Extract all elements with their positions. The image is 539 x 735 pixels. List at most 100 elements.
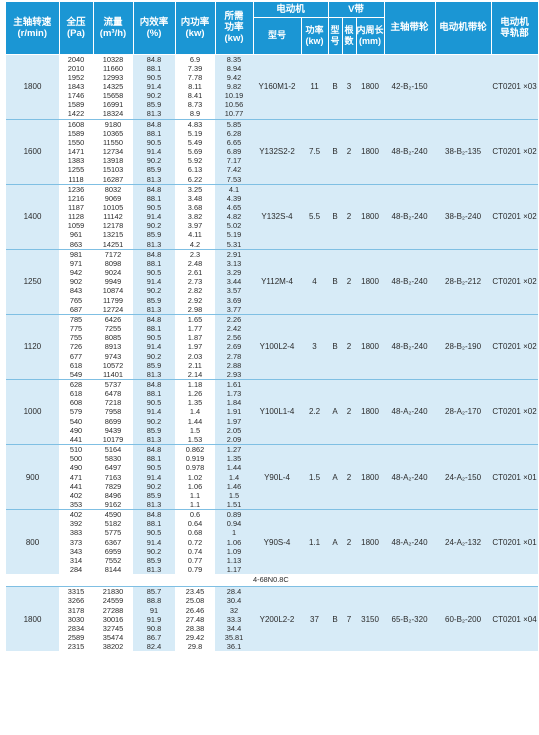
pressure-cell: 500 <box>69 454 83 464</box>
vbelt-count-cell: 3 <box>342 53 357 120</box>
pressure-cell: 618 <box>69 360 83 370</box>
flow-cell: 11550 <box>102 137 123 147</box>
table-row: 1120 785 6426 84.8 1.65 2.26 Y100L2-4 3 B 2 1800 48… <box>6 313 539 380</box>
flow-cell: 15658 <box>102 91 124 101</box>
table-row: 1746 15658 90.2 8.41 10.19 <box>6 91 538 101</box>
motor-power-cell: 1.1 <box>301 509 329 575</box>
vbelt-type-cell: A <box>328 444 343 510</box>
main-pulley-cell: 48-B₂-240 <box>384 248 436 315</box>
table-row: 3030 30016 91.9 27.48 33.3 <box>6 614 538 624</box>
vbelt-length-cell: 1800 <box>356 444 385 510</box>
inner-power-cell: 23.45 <box>175 586 215 597</box>
flow-cell: 8144 <box>104 565 122 575</box>
pressure-cell: 402 <box>69 490 83 500</box>
flow-cell: 9162 <box>104 500 122 509</box>
required-power-cell: 2.56 <box>215 333 253 343</box>
section-separator-row: 4-68N0.8C <box>6 574 539 587</box>
pressure-cell: 2589 <box>67 633 85 643</box>
inner-efficiency-cell: 86.7 <box>133 633 175 643</box>
pressure-cell: 284 <box>69 565 83 575</box>
flow-cell: 8098 <box>104 258 122 268</box>
motor-rail-cell: CT0201 ×02 <box>491 248 539 315</box>
pressure-cell: 755 <box>69 333 83 343</box>
table-row: 3178 27288 91 26.46 32 <box>6 605 538 615</box>
table-row: 1000 628 5737 84.8 1.18 1.61 Y100L1-4 2.2 A 2 1800… <box>6 378 539 445</box>
inner-power-cell: 8.41 <box>187 91 203 101</box>
main-pulley-cell: 48-B₂-240 <box>384 313 436 380</box>
inner-power-cell: 1.87 <box>187 333 203 343</box>
pressure-cell: 373 <box>69 537 83 547</box>
flow-cell: 16991 <box>102 100 124 110</box>
inner-power-cell: 1.06 <box>187 481 203 491</box>
required-power-cell: 1.91 <box>215 407 253 417</box>
motor-rail-cell: CT0201 ×02 <box>491 183 539 250</box>
inner-power-cell: 2.92 <box>187 295 203 305</box>
flow-cell: 6959 <box>104 546 122 556</box>
header-vbelt-count: 根 数 <box>342 17 357 55</box>
required-power-cell: 9.42 <box>215 72 253 82</box>
inner-power-cell: 0.64 <box>187 519 203 529</box>
inner-efficiency-cell: 90.5 <box>133 463 175 473</box>
inner-power-cell: 1.1 <box>189 490 201 500</box>
vbelt-count-cell: 2 <box>342 509 357 575</box>
vbelt-length-cell: 1800 <box>356 248 385 315</box>
pressure-cell: 1608 <box>59 118 93 129</box>
vbelt-type-cell: B <box>328 313 343 380</box>
pressure-cell: 1383 <box>67 156 85 166</box>
inner-efficiency-cell: 88.1 <box>133 258 175 269</box>
pressure-cell: 1216 <box>67 193 85 203</box>
table-row: 1255 15103 85.9 6.13 7.42 <box>6 165 538 175</box>
table-row: 902 9949 91.4 2.73 3.44 <box>6 277 538 287</box>
pressure-cell: 441 <box>69 434 83 444</box>
pressure-cell: 2010 <box>67 63 85 73</box>
vbelt-count-cell: 2 <box>342 313 357 380</box>
table-row: 618 6478 88.1 1.26 1.73 <box>6 389 538 399</box>
table-row: 490 9439 85.9 1.5 2.05 <box>6 425 538 435</box>
speed-cell: 1800 <box>6 586 59 652</box>
required-power-cell: 10.19 <box>215 91 253 101</box>
required-power-cell: 1.61 <box>215 378 253 390</box>
inner-efficiency-cell: 90.5 <box>133 72 175 82</box>
required-power-cell: 7.17 <box>215 156 253 166</box>
inner-power-cell: 6.9 <box>175 53 215 64</box>
inner-efficiency-cell: 81.3 <box>133 174 175 185</box>
pressure-cell: 549 <box>69 369 83 379</box>
required-power-cell: 3.77 <box>215 304 253 315</box>
table-row: 1600 1608 9180 84.8 4.83 5.85 Y132S2-2 7.5 B 2 180… <box>6 118 539 185</box>
motor-model-cell: Y90S-4 <box>253 509 301 575</box>
inner-power-cell: 28.38 <box>185 623 205 633</box>
pressure-cell: 1422 <box>67 109 85 119</box>
required-power-cell: 2.69 <box>215 342 253 352</box>
required-power-cell: 5.02 <box>215 221 253 231</box>
inner-power-cell: 5.69 <box>187 147 203 157</box>
table-row: 383 5775 90.5 0.68 1 <box>6 528 538 538</box>
header-pressure: 全压 (Pa) <box>59 2 94 55</box>
flow-cell: 14325 <box>102 81 124 91</box>
inner-efficiency-cell: 91.9 <box>133 614 175 624</box>
required-power-cell: 2.26 <box>215 313 253 325</box>
inner-efficiency-cell: 90.2 <box>133 481 175 491</box>
vbelt-count-cell: 2 <box>342 248 357 315</box>
flow-cell: 10572 <box>102 360 124 370</box>
flow-cell: 5737 <box>93 378 133 390</box>
pressure-cell: 863 <box>69 239 83 249</box>
pressure-cell: 981 <box>59 248 93 259</box>
inner-power-cell: 29.42 <box>185 633 205 643</box>
required-power-cell: 8.35 <box>215 53 253 64</box>
inner-power-cell: 2.03 <box>187 351 203 361</box>
required-power-cell: 2.88 <box>215 360 253 370</box>
required-power-cell: 2.91 <box>215 248 253 259</box>
motor-model-cell: Y200L2-2 <box>253 586 301 652</box>
required-power-cell: 4.39 <box>215 193 253 203</box>
inner-efficiency-cell: 90.5 <box>133 137 175 148</box>
vbelt-count-cell: 7 <box>342 586 357 652</box>
motor-rail-cell: CT0201 ×02 <box>491 378 539 445</box>
table-body: 1800 2040 10328 84.8 6.9 8.35 Y160M1-2 11 B 3 1800… <box>6 53 539 652</box>
pressure-cell: 1255 <box>67 165 85 175</box>
table-row: 540 8699 90.2 1.44 1.97 <box>6 416 538 426</box>
table-row: 1216 9069 88.1 3.48 4.39 <box>6 193 538 203</box>
required-power-cell: 36.1 <box>215 642 253 652</box>
required-power-cell: 1.27 <box>215 444 253 455</box>
required-power-cell: 1.44 <box>215 463 253 473</box>
flow-cell: 30016 <box>102 614 124 624</box>
